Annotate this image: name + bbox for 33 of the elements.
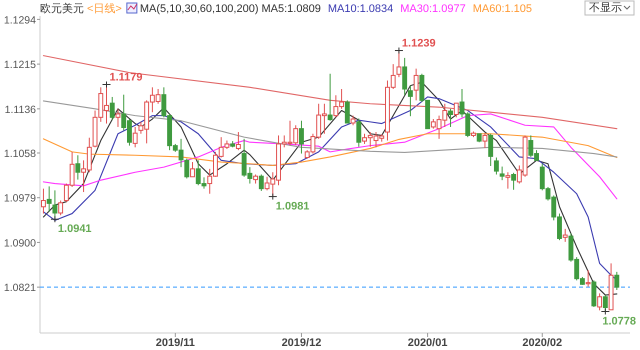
y-tick-label: 1.1136 (4, 104, 36, 116)
chart-title: 欧元美元 (40, 2, 84, 15)
x-tick-label: 2020/01 (408, 337, 448, 349)
y-tick-label: 1.1294 (4, 14, 36, 26)
line-series (42, 100, 618, 158)
candlestick (414, 68, 419, 101)
candlestick (299, 120, 304, 154)
y-tick-label: 1.0900 (4, 237, 36, 250)
annotation: 1.1179 (110, 71, 143, 84)
annotation: 1.0941 (58, 223, 92, 236)
annotation: 1.0981 (276, 200, 310, 213)
candlestick (116, 108, 120, 128)
text: MA10:1.0834 (328, 3, 394, 15)
annotation: 1.0778 (602, 315, 636, 328)
x-tick-label: 2020/02 (522, 337, 562, 349)
text: MA60:1.105 (472, 3, 532, 15)
legend-title: MA(5,10,30,60,100,200) (140, 3, 258, 15)
x-tick-label: 2019/11 (156, 337, 195, 349)
candlestick (408, 85, 413, 117)
line-series (42, 113, 618, 200)
y-tick-label: 1.0821 (4, 282, 36, 294)
chart-subtitle: <日线> (87, 2, 122, 15)
text: MA30:1.0977 (400, 3, 466, 15)
x-tick-label: 2019/12 (282, 337, 322, 349)
candlestick (402, 57, 408, 96)
line-series (42, 55, 618, 130)
y-tick-label: 1.0979 (4, 192, 36, 205)
y-tick-label: 1.1058 (4, 148, 36, 160)
y-tick-label: 1.1215 (4, 59, 36, 72)
annotation: 1.1239 (402, 38, 436, 50)
candlestick (46, 186, 52, 212)
text: 不显示 (589, 2, 622, 14)
text: MA5:1.0809 (262, 3, 321, 15)
